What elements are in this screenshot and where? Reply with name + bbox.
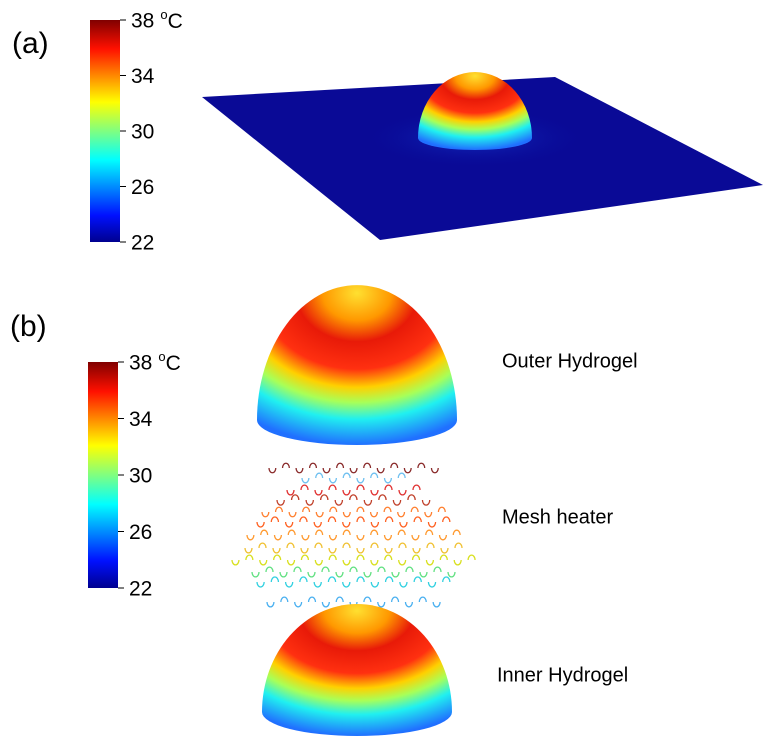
- inner-hydrogel: [262, 604, 452, 736]
- unit-sup: o: [158, 349, 165, 364]
- panel-label: (b): [10, 310, 47, 343]
- figure: (a) 38oC 34 30 26 22 (b) 38oC 34 30 26 22 Outer Hydr…: [0, 0, 763, 753]
- unit: C: [166, 352, 181, 375]
- tick-label: 30: [131, 121, 154, 144]
- mesh-wire: [287, 485, 420, 495]
- mesh-wire: [277, 495, 430, 505]
- tick-label: 22: [129, 578, 152, 601]
- unit: C: [168, 10, 183, 33]
- tick-label: 34: [129, 408, 153, 431]
- panel-label: (a): [12, 27, 49, 60]
- mesh-wire: [257, 517, 450, 527]
- mesh-wire: [269, 463, 438, 473]
- tick-label: 26: [131, 176, 154, 199]
- layer-label: Mesh heater: [502, 506, 614, 528]
- mesh-wire: [232, 555, 475, 565]
- mesh-wire: [302, 473, 405, 483]
- tick-label: 22: [131, 232, 154, 255]
- mesh-wire: [257, 577, 450, 587]
- mesh-heater: [232, 463, 475, 607]
- tick-label: 34: [131, 65, 155, 88]
- mesh-wire: [247, 530, 460, 540]
- unit-sup: o: [160, 7, 167, 22]
- mesh-wire: [252, 567, 455, 577]
- layer-label: Inner Hydrogel: [497, 664, 628, 686]
- mesh-wire: [245, 543, 462, 553]
- mesh-wire: [262, 507, 445, 517]
- tick-label: 26: [129, 521, 152, 544]
- colorbar: [88, 362, 118, 588]
- outer-hydrogel: [257, 285, 457, 445]
- colorbar: [90, 20, 120, 242]
- layer-label: Outer Hydrogel: [502, 350, 638, 372]
- tick-label: 30: [129, 465, 152, 488]
